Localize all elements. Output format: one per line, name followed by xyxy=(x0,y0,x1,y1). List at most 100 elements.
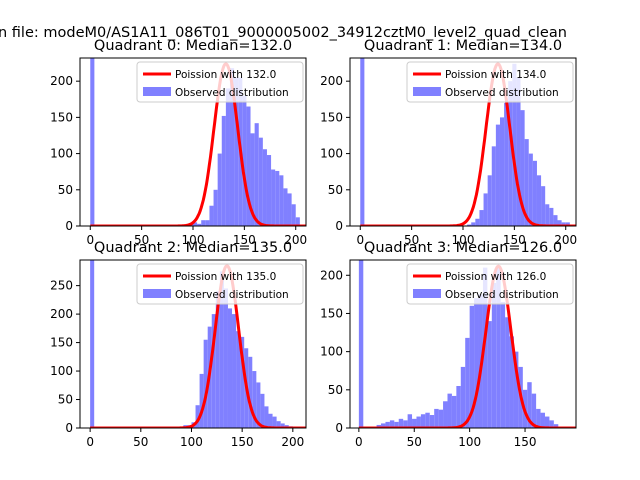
y-tick-label: 0 xyxy=(65,421,73,435)
legend: Poission with 135.0 Observed distribution xyxy=(136,263,304,305)
x-tick-label: 50 xyxy=(404,233,419,247)
histogram-bar xyxy=(496,267,501,428)
histogram-bar xyxy=(553,424,559,428)
x-tick-label: 0 xyxy=(356,233,364,247)
quadrant-0-title: Quadrant 0: Median=132.0 xyxy=(94,38,292,54)
histogram-bar xyxy=(213,189,218,226)
histogram-bar xyxy=(227,308,233,428)
histogram-bar xyxy=(487,321,492,428)
histogram-bar xyxy=(205,220,210,226)
histogram-bar xyxy=(215,291,220,428)
histogram-bar xyxy=(225,88,230,226)
histogram-bar xyxy=(500,302,506,428)
quadrant-1-title: Quadrant 1: Median=134.0 xyxy=(364,38,562,54)
histogram-bar xyxy=(412,418,417,428)
histogram-bar xyxy=(264,406,269,428)
legend-observed-swatch xyxy=(413,289,441,298)
histogram-bar xyxy=(229,68,235,226)
histogram-bar xyxy=(545,204,550,226)
legend: Poission with 134.0 Observed distribution xyxy=(406,61,574,103)
y-tick-label: 100 xyxy=(320,345,343,359)
x-tick-label: 50 xyxy=(134,233,149,247)
histogram-bar xyxy=(541,186,546,226)
quadrant-3-plot-area: 0 50 100 150 0 50 100 150 200 Poission with 126.0… xyxy=(320,259,577,449)
x-tick-label: 100 xyxy=(452,233,475,247)
histogram-bar xyxy=(487,175,492,226)
histogram-bar xyxy=(505,317,510,428)
histogram-bar xyxy=(199,373,204,428)
histogram-bar xyxy=(553,215,558,226)
legend-observed-swatch xyxy=(413,87,441,96)
quadrant-0-plot-area: 0 50 100 150 200 0 50 100 150 200 Poission with 13… xyxy=(50,57,307,247)
legend-box xyxy=(136,61,304,103)
histogram-bar xyxy=(474,298,479,428)
x-tick-label: 100 xyxy=(458,435,481,449)
histogram-bar xyxy=(283,188,288,226)
histogram-bar xyxy=(531,393,537,428)
y-tick-label: 50 xyxy=(328,183,343,197)
y-tick-label: 0 xyxy=(335,219,343,233)
histogram-bar xyxy=(491,282,497,428)
histogram-bar xyxy=(447,393,452,428)
histogram-bar xyxy=(504,102,509,226)
histogram-bar xyxy=(232,314,237,428)
y-tick-label: 200 xyxy=(320,74,343,88)
histogram-bar xyxy=(491,146,496,226)
y-tick-label: 150 xyxy=(320,110,343,124)
histogram-bars xyxy=(90,58,300,226)
histogram-bar xyxy=(499,117,505,226)
histogram-bar xyxy=(536,175,542,226)
histogram-bar xyxy=(528,153,533,226)
histogram-bar xyxy=(469,305,475,428)
x-tick-label: 0 xyxy=(86,435,94,449)
histogram-bar xyxy=(360,58,365,226)
x-tick-label: 100 xyxy=(180,435,203,449)
histogram-bar xyxy=(291,204,296,226)
histogram-bar xyxy=(420,414,426,428)
histogram-bar xyxy=(429,415,435,428)
axes-frame xyxy=(349,259,577,429)
histogram-bar xyxy=(211,314,216,428)
poisson-curve xyxy=(358,264,576,428)
histogram-bar xyxy=(565,222,570,226)
legend-observed-label: Observed distribution xyxy=(445,87,559,99)
histogram-bar xyxy=(221,115,226,226)
x-tick-label: 150 xyxy=(231,435,254,449)
legend-poisson-label: Poission with 134.0 xyxy=(445,69,546,81)
histogram-bar xyxy=(279,175,284,226)
x-tick-label: 0 xyxy=(355,435,363,449)
y-tick-label: 50 xyxy=(58,183,73,197)
histogram-bar xyxy=(248,356,253,428)
histogram-bar xyxy=(434,408,439,428)
histogram-bar xyxy=(532,160,537,226)
histogram-bar xyxy=(438,409,444,428)
legend-poisson-label: Poission with 132.0 xyxy=(175,69,276,81)
histogram-bar xyxy=(197,223,202,226)
histogram-bar xyxy=(268,413,273,428)
y-tick-label: 150 xyxy=(50,336,73,350)
histogram-bar xyxy=(520,110,525,226)
y-tick-label: 150 xyxy=(50,110,73,124)
histogram-bar xyxy=(509,336,514,428)
y-tick-label: 250 xyxy=(50,279,73,293)
legend-observed-label: Observed distribution xyxy=(445,289,559,301)
histogram-bar xyxy=(242,95,247,226)
histogram-bar xyxy=(258,137,263,226)
histogram-bar xyxy=(260,393,265,428)
histogram-bar xyxy=(536,408,541,428)
histogram-bar xyxy=(443,401,448,428)
histogram-bar xyxy=(280,423,285,428)
histogram-bar xyxy=(557,220,562,226)
legend: Poission with 132.0 Observed distribution xyxy=(136,61,304,103)
legend-observed-swatch xyxy=(143,289,171,298)
histogram-bars xyxy=(358,260,559,428)
histogram-bar xyxy=(90,260,95,428)
histogram-bar xyxy=(451,395,457,428)
y-tick-label: 200 xyxy=(320,268,343,282)
histogram-bar xyxy=(271,169,276,226)
x-tick-label: 200 xyxy=(284,233,307,247)
x-tick-label: 150 xyxy=(503,233,526,247)
histogram-bar xyxy=(465,337,470,428)
y-tick-label: 150 xyxy=(320,306,343,320)
histogram-bar xyxy=(425,412,430,428)
